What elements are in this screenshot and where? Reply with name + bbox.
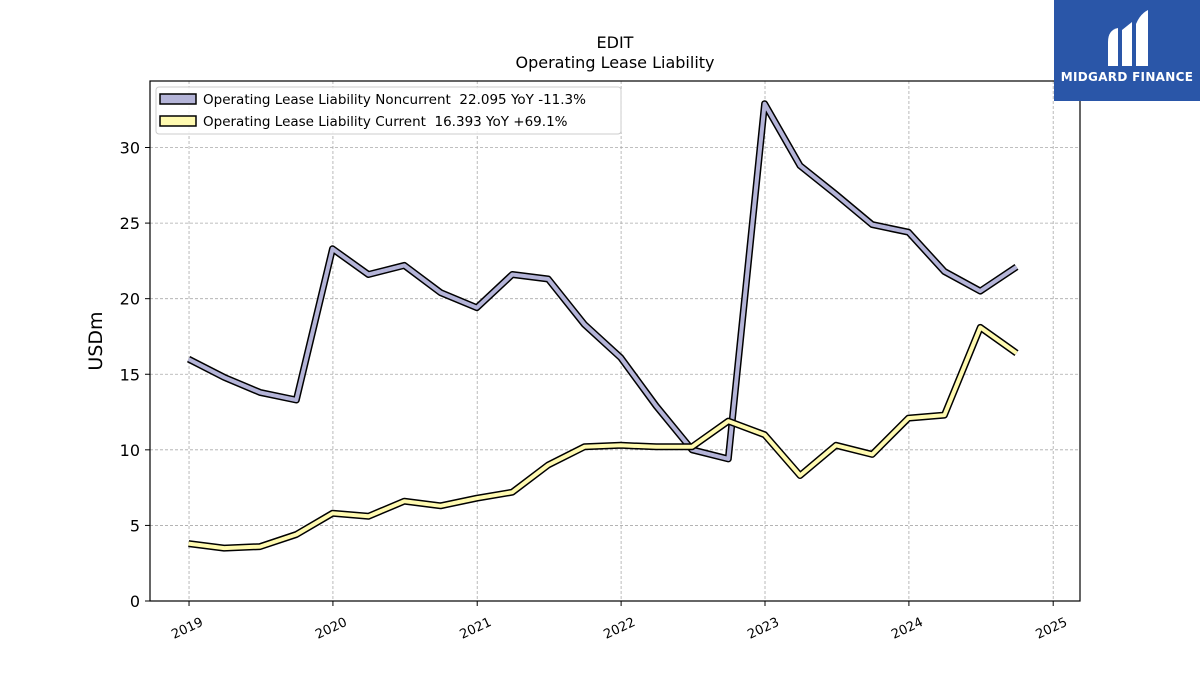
x-tick-label: 2022	[601, 615, 637, 643]
y-tick-label: 5	[130, 516, 140, 535]
chart-subtitle: Operating Lease Liability	[515, 53, 714, 72]
legend-box	[155, 86, 622, 135]
x-tick-label: 2023	[745, 615, 781, 643]
y-tick-label: 25	[120, 214, 140, 233]
legend-label-noncurrent: Operating Lease Liability Noncurrent 22.…	[203, 92, 586, 108]
series-line	[188, 325, 1018, 551]
y-axis-label: USDm	[85, 311, 107, 370]
x-tick-label: 2024	[889, 615, 925, 643]
series-line	[187, 101, 1018, 461]
y-tick-label: 15	[120, 365, 140, 384]
chart-title: EDIT	[597, 33, 634, 52]
x-tick-label: 2020	[313, 615, 349, 643]
y-axis: 0 5 10 15 20 25 30	[120, 139, 150, 611]
y-tick-label: 20	[120, 290, 140, 309]
brand-logo-name: MIDGARD FINANCE	[1061, 70, 1193, 84]
plot-area-frame	[149, 80, 1081, 602]
chart-title-group: EDIT Operating Lease Liability	[515, 33, 714, 72]
y-tick-label: 0	[130, 592, 140, 611]
series-noncurrent	[187, 100, 1019, 463]
series-current	[188, 323, 1019, 552]
grid-lines	[150, 81, 1080, 601]
series-line-outline	[187, 100, 1019, 463]
brand-logo: MIDGARD FINANCE	[1054, 0, 1200, 101]
legend-swatch-current	[159, 115, 197, 127]
x-tick-label: 2025	[1034, 615, 1070, 643]
legend-label-current: Operating Lease Liability Current 16.393…	[203, 114, 568, 130]
series-line-outline	[188, 323, 1019, 552]
y-tick-label: 30	[120, 139, 140, 158]
series-lines	[187, 100, 1019, 552]
brand-logo-icon	[1108, 10, 1148, 66]
x-tick-label: 2019	[169, 615, 205, 643]
y-tick-label: 10	[120, 441, 140, 460]
x-axis: 2019 2020 2021 2022 2023 2024 2025	[169, 601, 1070, 643]
x-tick-label: 2021	[458, 615, 494, 643]
legend: Operating Lease Liability Noncurrent 22.…	[155, 86, 622, 135]
legend-swatch-noncurrent	[159, 93, 197, 105]
